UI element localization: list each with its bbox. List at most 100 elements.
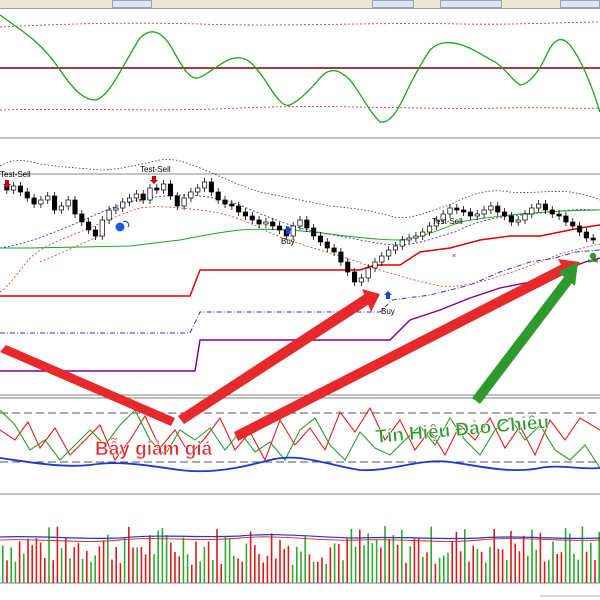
momentum-panel	[0, 406, 600, 495]
volume-bar	[531, 529, 533, 583]
x-marker: ×	[452, 253, 456, 260]
volume-bar	[207, 541, 210, 583]
candle-body	[113, 207, 119, 211]
volume-bar	[2, 545, 4, 583]
volume-bar	[275, 558, 277, 583]
up-arrow-icon	[284, 226, 292, 234]
oscillator-panel	[0, 14, 600, 139]
test-sell-label: Test-Sell	[0, 170, 31, 179]
volume-bar	[396, 544, 399, 583]
volume-bar	[392, 534, 395, 583]
volume-bar	[10, 547, 12, 583]
candle-body	[461, 209, 467, 213]
candle-body	[120, 201, 126, 209]
candle-body	[297, 219, 303, 227]
candle-body	[201, 181, 208, 189]
candle-body	[92, 229, 99, 237]
candle-body	[181, 197, 187, 207]
volume-bar	[65, 538, 67, 583]
volume-bar	[31, 545, 33, 583]
candle-body	[17, 185, 24, 193]
volume-bar	[375, 539, 378, 583]
volume-bar	[90, 561, 92, 583]
volume-bar	[434, 563, 437, 583]
volume-bar	[73, 547, 75, 583]
volume-bar	[149, 535, 151, 583]
buy-signal-marker	[284, 226, 292, 234]
toolbar-button[interactable]	[440, 0, 502, 8]
candle-body	[576, 225, 583, 233]
candle-body	[522, 213, 528, 221]
candle-body	[372, 261, 378, 269]
candle-body	[440, 213, 446, 221]
volume-bar	[321, 557, 323, 583]
volume-bar	[69, 558, 71, 583]
volume-bar	[573, 553, 575, 583]
volume-bar	[417, 537, 420, 583]
red-dashed-segment	[39, 235, 101, 263]
volume-bar	[569, 533, 571, 583]
candle-body	[290, 225, 296, 237]
candle-body	[549, 209, 555, 215]
candle-body	[133, 193, 139, 199]
volume-bar	[338, 543, 340, 583]
volume-bar	[459, 551, 462, 583]
volume-bar	[333, 543, 336, 583]
candle-body	[542, 203, 549, 211]
trap-annotation: Bẫy giảm giá	[95, 438, 213, 460]
volume-bar	[170, 542, 172, 583]
volume-bar	[388, 538, 390, 583]
candle-body	[188, 191, 194, 199]
candle-body	[126, 197, 133, 203]
volume-bar	[413, 538, 416, 583]
candle-body	[536, 203, 542, 209]
blue-support-line	[0, 249, 600, 334]
candle-body	[38, 199, 44, 205]
sell-signal-marker	[3, 180, 11, 188]
volume-panel	[0, 526, 600, 584]
skull-icon	[587, 252, 599, 263]
volume-bar	[535, 549, 537, 583]
volume-bar	[367, 533, 369, 583]
volume-bar	[186, 554, 189, 583]
candle-body	[270, 221, 276, 227]
volume-bar	[426, 552, 428, 583]
toolbar-button[interactable]	[112, 0, 152, 8]
volume-bar	[594, 560, 596, 583]
volume-bar	[48, 527, 50, 583]
volume-bar	[409, 546, 411, 583]
volume-bar	[224, 536, 227, 583]
candle-body	[256, 219, 262, 225]
volume-bar	[380, 547, 382, 583]
candle-body	[154, 187, 160, 191]
candle-body	[386, 249, 392, 257]
candle-body	[324, 241, 330, 249]
upper-envelope	[0, 159, 600, 219]
volume-bar	[123, 537, 126, 583]
volume-bar	[249, 531, 252, 583]
candle-body	[99, 219, 105, 237]
volume-bar	[220, 564, 222, 583]
volume-bar	[308, 554, 311, 583]
volume-bar	[405, 562, 407, 583]
volume-bar	[317, 561, 319, 583]
x-marker: ×	[138, 198, 142, 205]
candle-body	[304, 219, 310, 229]
toolbar-button[interactable]	[372, 0, 414, 8]
candle-body	[474, 213, 480, 217]
candle-body	[86, 221, 92, 231]
volume-bar	[115, 546, 117, 583]
candle-body	[447, 207, 453, 215]
candle-body	[24, 191, 30, 199]
volume-bar	[468, 561, 470, 583]
candle-body	[236, 205, 242, 213]
candle-body	[556, 213, 562, 217]
volume-bar	[346, 538, 348, 583]
volume-bar	[119, 563, 122, 583]
volume-bar	[132, 547, 134, 583]
buy-label: Buy	[381, 307, 395, 316]
reversal-arrow	[472, 262, 578, 404]
volume-bar	[485, 562, 487, 583]
